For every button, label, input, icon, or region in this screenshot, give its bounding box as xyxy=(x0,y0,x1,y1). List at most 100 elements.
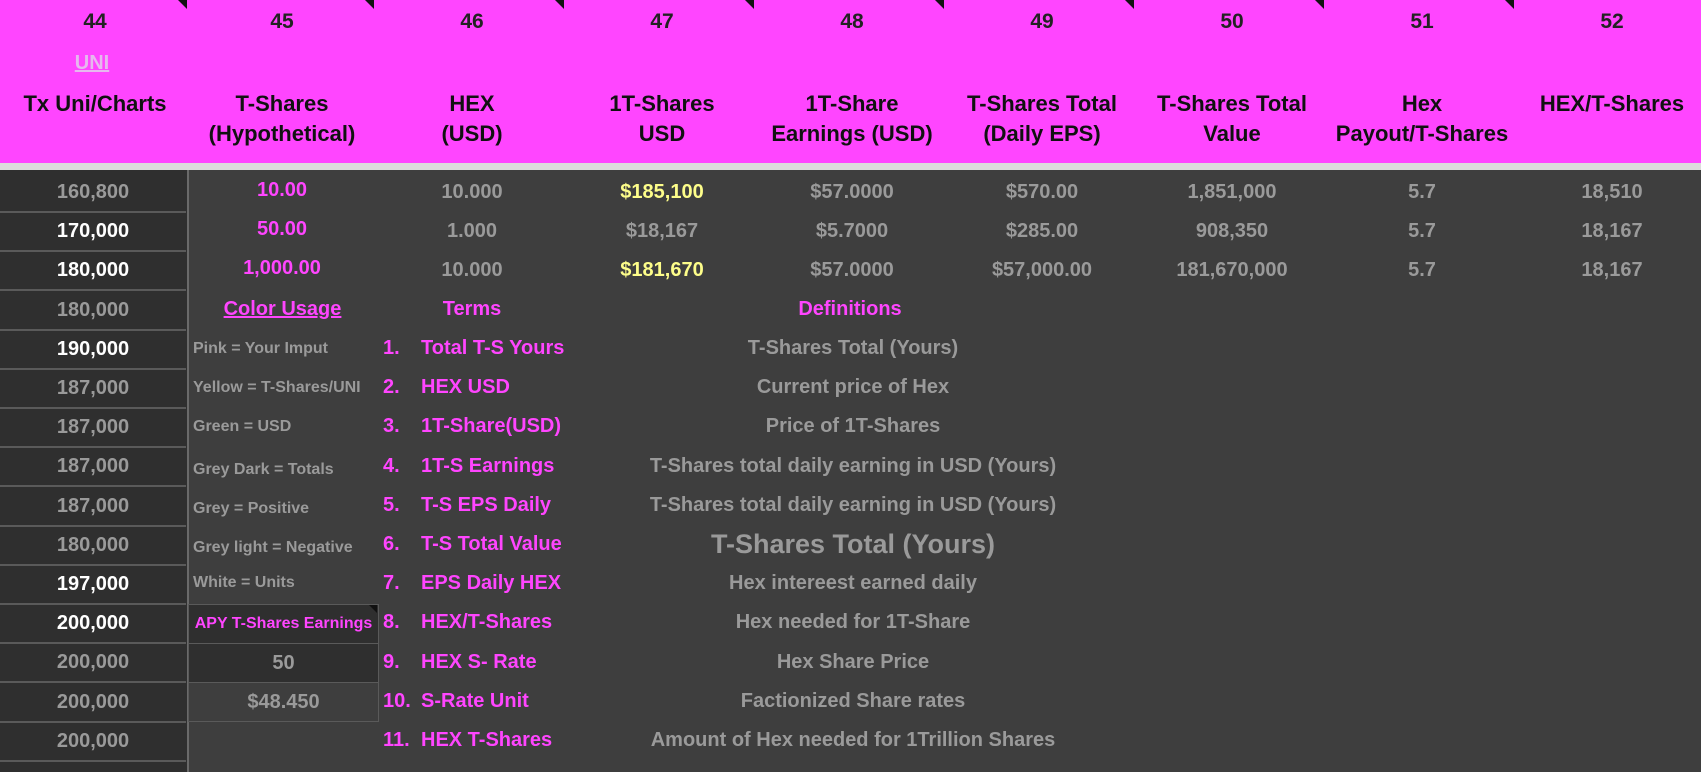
tx-cell[interactable]: 200,000 xyxy=(0,644,186,684)
apy-label-cell[interactable]: APY T-Shares Earnings xyxy=(188,604,379,644)
comment-marker-icon xyxy=(555,0,564,9)
data-cell[interactable]: $57.0000 xyxy=(810,181,894,203)
data-cell[interactable]: $5.7000 xyxy=(815,220,889,242)
data-cell[interactable]: 50.00 xyxy=(256,218,308,240)
column-header-label[interactable]: T-Shares (Hypothetical) xyxy=(187,89,377,149)
column-header-line: Payout/T-Shares xyxy=(1335,121,1509,146)
column-header-line: (Daily EPS) xyxy=(983,121,1101,146)
data-cell[interactable]: 1.000 xyxy=(446,220,498,242)
comment-marker-icon xyxy=(369,605,377,613)
term-label: 1T-Share(USD) xyxy=(421,415,562,438)
uni-link[interactable]: UNI xyxy=(74,52,110,74)
column-header-label[interactable]: HEX/T-Shares xyxy=(1517,89,1701,119)
tx-cell[interactable]: 180,000 xyxy=(0,252,186,292)
term-definition: T-Shares Total (Yours) xyxy=(747,337,959,359)
column-header-label[interactable]: 1T-Share Earnings (USD) xyxy=(757,89,947,149)
data-cell[interactable]: 908,350 xyxy=(1195,220,1269,242)
column-number[interactable]: 44 xyxy=(83,10,107,33)
term-number: 2. xyxy=(383,376,400,399)
definitions-title: Definitions xyxy=(798,298,902,320)
tx-cell[interactable]: 200,000 xyxy=(0,684,186,723)
apy-amount: $48.450 xyxy=(247,691,320,713)
data-cell[interactable]: 181,670,000 xyxy=(1176,259,1288,281)
tx-cell[interactable]: 187,000 xyxy=(0,409,186,449)
tx-cell[interactable]: 200,000 xyxy=(0,605,186,645)
data-cell[interactable]: 10.000 xyxy=(441,181,503,203)
tx-cell[interactable]: 187,000 xyxy=(0,370,186,409)
apy-amount-cell[interactable]: $48.450 xyxy=(188,682,379,722)
legend-item: Green = USD xyxy=(193,418,292,435)
data-cell[interactable]: 18,510 xyxy=(1581,181,1643,203)
column-number[interactable]: 52 xyxy=(1600,10,1624,33)
header-separator xyxy=(0,163,1701,170)
term-label: HEX USD xyxy=(421,376,510,399)
term-definition: Hex needed for 1T-Share xyxy=(735,611,971,634)
tx-cell[interactable]: 200,000 xyxy=(0,723,186,762)
data-cell[interactable]: $57,000.00 xyxy=(991,259,1093,281)
comment-marker-icon xyxy=(1505,0,1514,9)
column-header-label[interactable]: HEX (USD) xyxy=(377,89,567,149)
term-label: T-S Total Value xyxy=(421,533,562,555)
comment-marker-icon xyxy=(935,0,944,9)
column-header-label[interactable]: T-Shares Total (Daily EPS) xyxy=(947,89,1137,149)
data-cell[interactable]: 5.7 xyxy=(1408,259,1436,281)
data-cell[interactable]: $57.0000 xyxy=(810,259,894,281)
apy-value-cell[interactable]: 50 xyxy=(188,643,379,683)
data-cell[interactable]: 10.00 xyxy=(256,179,308,201)
column-header-label[interactable]: T-Shares Total Value xyxy=(1137,89,1327,149)
column-number[interactable]: 49 xyxy=(1030,10,1054,33)
tx-cell[interactable]: 170,000 xyxy=(0,213,186,253)
term-label: HEX/T-Shares xyxy=(421,611,553,634)
tx-cell[interactable]: 160,800 xyxy=(0,174,186,213)
column-divider xyxy=(187,170,189,772)
column-number[interactable]: 50 xyxy=(1220,10,1244,33)
column-header-line: USD xyxy=(638,121,686,146)
data-cell[interactable]: 18,167 xyxy=(1581,220,1643,242)
legend-item: Yellow = T-Shares/UNI xyxy=(193,379,361,396)
column-header-label[interactable]: Tx Uni/Charts xyxy=(0,89,190,119)
data-cell[interactable]: $181,670 xyxy=(620,259,704,281)
tx-cell[interactable]: 180,000 xyxy=(0,527,186,566)
tx-cell[interactable]: 180,000 xyxy=(0,292,186,331)
apy-label: APY T-Shares Earnings xyxy=(194,615,373,632)
data-cell[interactable]: 5.7 xyxy=(1408,220,1436,242)
term-definition: Hex intereest earned daily xyxy=(729,572,977,595)
tx-cell[interactable]: 197,000 xyxy=(0,566,186,605)
term-number: 5. xyxy=(383,493,400,516)
tx-cell[interactable]: 187,000 xyxy=(0,488,186,527)
term-definition: Current price of Hex xyxy=(756,376,950,399)
term-label: T-S EPS Daily xyxy=(421,493,552,516)
column-header-line: 1T-Share xyxy=(805,91,899,116)
column-header-label[interactable]: Hex Payout/T-Shares xyxy=(1327,89,1517,149)
terms-title: Terms xyxy=(442,298,502,320)
data-cell[interactable]: 10.000 xyxy=(441,259,503,281)
column-header-line: T-Shares Total xyxy=(1157,91,1307,116)
data-cell[interactable]: 18,167 xyxy=(1581,259,1643,281)
data-cell[interactable]: $570.00 xyxy=(1005,181,1079,203)
comment-marker-icon xyxy=(745,0,754,9)
term-definition: Hex Share Price xyxy=(776,650,930,673)
column-number[interactable]: 47 xyxy=(650,10,674,33)
term-label: S-Rate Unit xyxy=(421,689,529,712)
column-number[interactable]: 51 xyxy=(1410,10,1434,33)
legend-item: White = Units xyxy=(193,574,295,591)
column-header-line: Earnings (USD) xyxy=(771,121,933,146)
column-number[interactable]: 48 xyxy=(840,10,864,33)
legend-item: Grey = Positive xyxy=(193,500,310,517)
comment-marker-icon xyxy=(1125,0,1134,9)
column-number[interactable]: 45 xyxy=(270,10,294,33)
data-cell[interactable]: 5.7 xyxy=(1408,181,1436,203)
term-number: 8. xyxy=(383,611,400,634)
data-cell[interactable]: $285.00 xyxy=(1005,220,1079,242)
column-header-line: T-Shares Total xyxy=(967,91,1117,116)
data-cell[interactable]: $18,167 xyxy=(625,220,699,242)
column-header-label[interactable]: 1T-Shares USD xyxy=(567,89,757,149)
tx-cell[interactable]: 190,000 xyxy=(0,331,186,370)
data-cell[interactable]: 1,851,000 xyxy=(1187,181,1277,203)
tx-cell[interactable]: 187,000 xyxy=(0,448,186,488)
column-number[interactable]: 46 xyxy=(460,10,484,33)
term-number: 1. xyxy=(383,337,400,359)
color-usage-title: Color Usage xyxy=(223,298,342,320)
data-cell[interactable]: 1,000.00 xyxy=(243,257,321,279)
data-cell[interactable]: $185,100 xyxy=(620,181,704,203)
